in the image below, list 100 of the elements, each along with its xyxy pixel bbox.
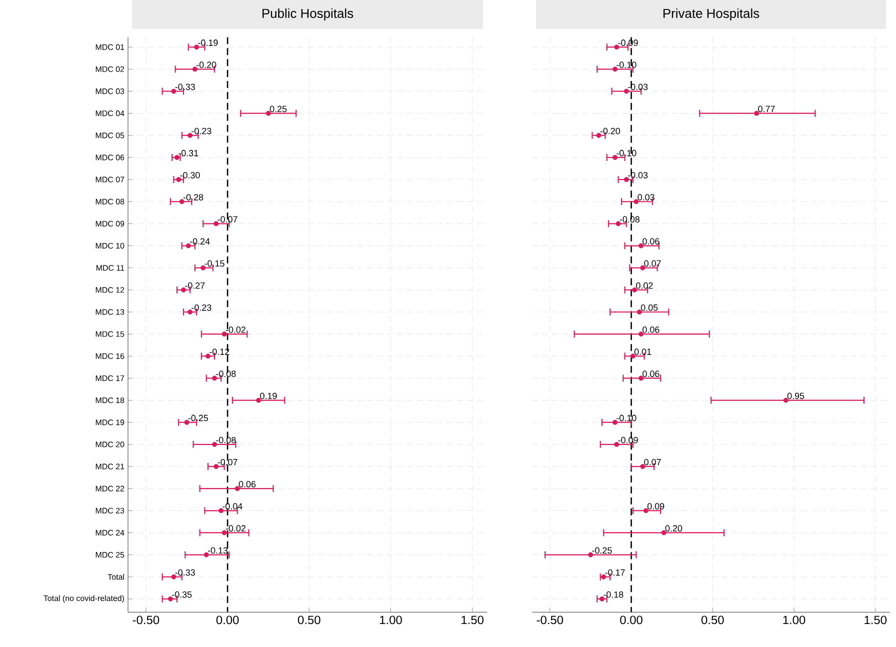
data-label: -0.10	[616, 414, 636, 422]
point	[612, 420, 618, 425]
point	[612, 154, 618, 160]
point	[266, 110, 271, 116]
data-label: -0.09	[618, 436, 638, 444]
x-tick-label: -0.50	[536, 616, 564, 624]
point	[616, 221, 621, 226]
data-label: 0.06	[642, 370, 660, 377]
chart-title: Public Hospitals	[262, 8, 354, 20]
point	[632, 287, 638, 292]
data-label: -0.24	[190, 238, 210, 244]
point	[212, 376, 217, 381]
chart-title: Private Hospitals	[663, 8, 760, 20]
data-label: -0.07	[218, 458, 238, 466]
x-tick-label: 0.00	[216, 616, 239, 624]
point	[256, 398, 262, 403]
point	[174, 154, 180, 160]
x-tick-label: 0.50	[298, 616, 320, 624]
point	[638, 376, 644, 381]
point	[179, 199, 184, 204]
data-label: -0.19	[198, 39, 218, 46]
data-label: -0.31	[178, 150, 198, 156]
point	[214, 464, 219, 469]
data-label: 0.05	[640, 304, 658, 311]
data-label: 0.06	[238, 480, 256, 488]
point	[783, 398, 788, 403]
point	[640, 265, 646, 270]
point	[638, 331, 644, 336]
data-label: 0.06	[642, 326, 660, 333]
data-label: 0.03	[638, 194, 654, 200]
data-label: 0.20	[665, 525, 682, 532]
point	[588, 552, 594, 558]
data-label: -0.17	[605, 569, 625, 576]
data-label: -0.18	[604, 591, 624, 598]
data-label: 0.01	[634, 348, 652, 355]
data-label: 0.19	[260, 392, 277, 400]
point	[636, 309, 642, 314]
point	[614, 44, 620, 50]
data-label: 0.02	[636, 282, 653, 289]
point	[171, 88, 176, 94]
point	[186, 243, 191, 248]
data-label: -0.27	[185, 282, 205, 289]
data-label: 0.06	[642, 238, 660, 244]
data-label: -0.28	[183, 194, 204, 200]
point	[643, 508, 648, 514]
data-label: -0.02	[226, 525, 246, 532]
point	[222, 331, 227, 336]
x-tick-label: 1.50	[864, 616, 887, 624]
data-label: 0.77	[758, 106, 775, 112]
data-label: 0.95	[787, 392, 804, 400]
point	[634, 199, 639, 204]
point	[612, 66, 618, 72]
data-label: -0.12	[210, 348, 230, 355]
data-label: -0.03	[628, 172, 648, 178]
point	[188, 132, 193, 138]
point	[192, 66, 198, 72]
point	[168, 596, 173, 602]
point	[624, 176, 629, 182]
x-tick-label: -0.50	[132, 616, 160, 624]
data-label: -0.25	[188, 414, 208, 422]
point	[212, 442, 217, 447]
point	[181, 287, 186, 292]
point	[234, 486, 240, 491]
x-tick-label: 0.50	[701, 616, 724, 624]
data-label: -0.25	[592, 547, 612, 554]
point	[218, 508, 224, 514]
data-label: -0.35	[172, 591, 192, 598]
data-label: 0.07	[644, 458, 661, 466]
data-label: -0.20	[600, 128, 620, 134]
point	[640, 464, 646, 469]
point	[200, 265, 206, 270]
data-label: 0.07	[644, 260, 661, 267]
data-label: -0.23	[192, 304, 212, 311]
data-label: 0.09	[647, 503, 664, 510]
data-label: -0.33	[175, 569, 195, 576]
data-label: -0.08	[620, 216, 640, 222]
x-tick-label: 1.00	[783, 616, 806, 624]
data-label: -0.08	[216, 370, 236, 377]
data-label: -0.10	[616, 150, 636, 156]
point	[184, 420, 190, 425]
point	[630, 354, 636, 359]
data-label: -0.08	[216, 436, 236, 444]
data-label: -0.15	[204, 260, 224, 267]
data-label: -0.30	[180, 172, 200, 178]
point	[188, 309, 193, 314]
point	[599, 596, 604, 602]
data-label: -0.13	[208, 547, 228, 554]
point	[205, 354, 210, 359]
point	[624, 88, 629, 94]
data-label: 0.25	[270, 106, 287, 112]
data-label: -0.02	[226, 326, 246, 333]
data-label: -0.20	[196, 62, 216, 68]
point	[176, 176, 182, 182]
point	[204, 552, 209, 558]
x-tick-label: 1.00	[380, 616, 402, 624]
point	[754, 110, 760, 116]
point	[661, 530, 666, 536]
data-label: -0.07	[218, 216, 238, 222]
point	[194, 44, 200, 50]
x-tick-label: 1.50	[462, 616, 484, 624]
